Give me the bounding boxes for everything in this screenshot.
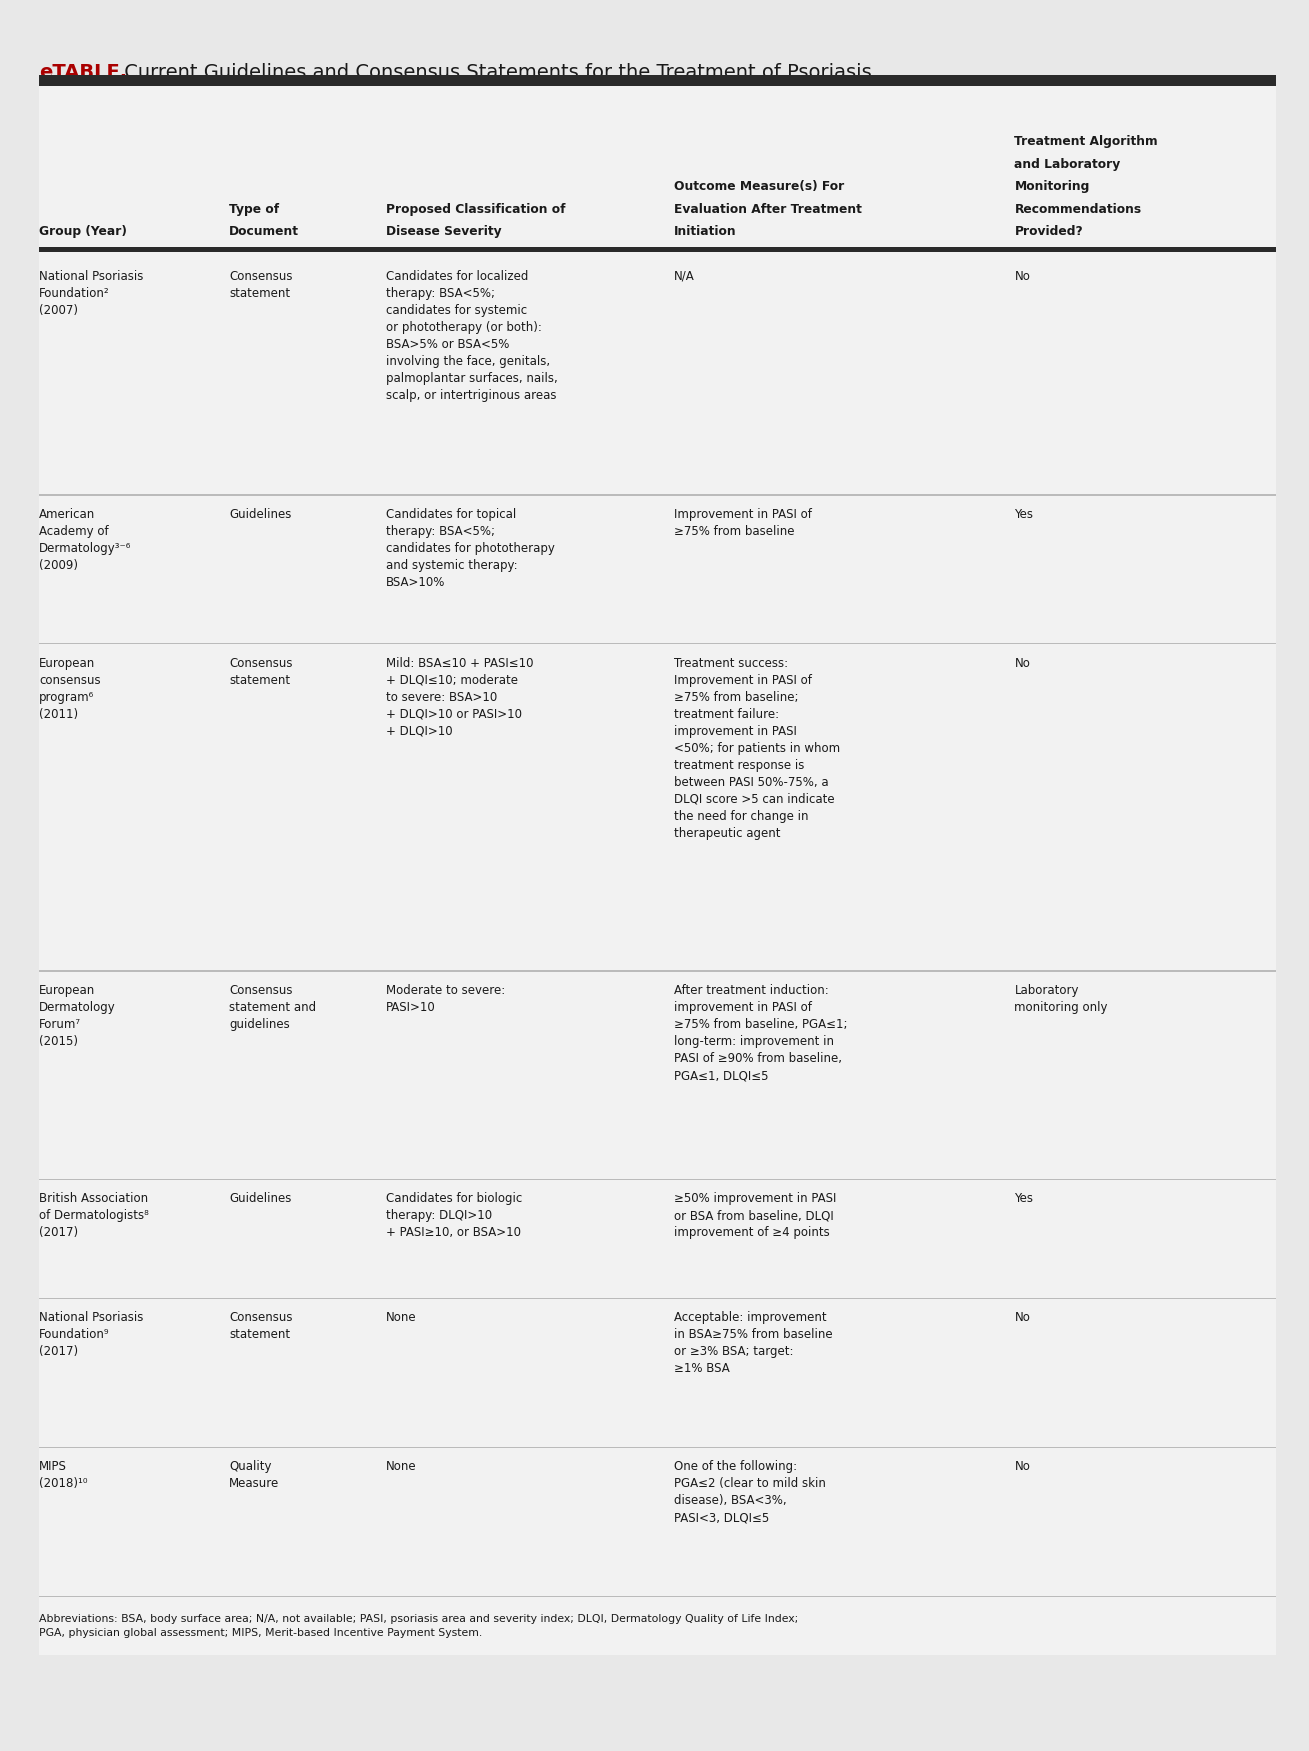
Text: National Psoriasis
Foundation⁹
(2017): National Psoriasis Foundation⁹ (2017): [39, 1311, 144, 1359]
Text: MIPS
(2018)¹⁰: MIPS (2018)¹⁰: [39, 1460, 88, 1490]
Text: Mild: BSA≤10 + PASI≤10
+ DLQI≤10; moderate
to severe: BSA>10
+ DLQI>10 or PASI>1: Mild: BSA≤10 + PASI≤10 + DLQI≤10; modera…: [386, 657, 534, 737]
Text: Disease Severity: Disease Severity: [386, 226, 501, 238]
Text: Treatment Algorithm: Treatment Algorithm: [1014, 135, 1158, 149]
Text: Consensus
statement: Consensus statement: [229, 1311, 293, 1341]
Text: N/A: N/A: [674, 270, 695, 282]
Text: Current Guidelines and Consensus Statements for the Treatment of Psoriasis: Current Guidelines and Consensus Stateme…: [118, 63, 872, 82]
Text: Acceptable: improvement
in BSA≥75% from baseline
or ≥3% BSA; target:
≥1% BSA: Acceptable: improvement in BSA≥75% from …: [674, 1311, 833, 1376]
Text: No: No: [1014, 1311, 1030, 1324]
Text: Initiation: Initiation: [674, 226, 737, 238]
Text: Document: Document: [229, 226, 298, 238]
Text: Candidates for biologic
therapy: DLQI>10
+ PASI≥10, or BSA>10: Candidates for biologic therapy: DLQI>10…: [386, 1192, 522, 1240]
Text: Outcome Measure(s) For: Outcome Measure(s) For: [674, 180, 844, 193]
Text: ≥50% improvement in PASI
or BSA from baseline, DLQI
improvement of ≥4 points: ≥50% improvement in PASI or BSA from bas…: [674, 1192, 836, 1240]
Text: No: No: [1014, 270, 1030, 282]
Bar: [39, 75, 1276, 86]
Bar: [39, 247, 1276, 252]
Text: Recommendations: Recommendations: [1014, 203, 1141, 215]
Text: American
Academy of
Dermatology³⁻⁶
(2009): American Academy of Dermatology³⁻⁶ (2009…: [39, 508, 132, 573]
Text: Improvement in PASI of
≥75% from baseline: Improvement in PASI of ≥75% from baselin…: [674, 508, 812, 538]
Text: Consensus
statement and
guidelines: Consensus statement and guidelines: [229, 984, 317, 1031]
Text: Abbreviations: BSA, body surface area; N/A, not available; PASI, psoriasis area : Abbreviations: BSA, body surface area; N…: [39, 1614, 798, 1637]
Text: After treatment induction:
improvement in PASI of
≥75% from baseline, PGA≤1;
lon: After treatment induction: improvement i…: [674, 984, 848, 1082]
Text: Candidates for localized
therapy: BSA<5%;
candidates for systemic
or phototherap: Candidates for localized therapy: BSA<5%…: [386, 270, 558, 401]
Text: No: No: [1014, 1460, 1030, 1473]
Text: Yes: Yes: [1014, 1192, 1034, 1205]
Text: Provided?: Provided?: [1014, 226, 1083, 238]
Text: and Laboratory: and Laboratory: [1014, 158, 1121, 172]
Text: Candidates for topical
therapy: BSA<5%;
candidates for phototherapy
and systemic: Candidates for topical therapy: BSA<5%; …: [386, 508, 555, 588]
Text: Yes: Yes: [1014, 508, 1034, 520]
Text: None: None: [386, 1311, 416, 1324]
Text: Guidelines: Guidelines: [229, 508, 292, 520]
Text: Moderate to severe:
PASI>10: Moderate to severe: PASI>10: [386, 984, 505, 1014]
Text: Group (Year): Group (Year): [39, 226, 127, 238]
Text: European
Dermatology
Forum⁷
(2015): European Dermatology Forum⁷ (2015): [39, 984, 117, 1049]
Text: Evaluation After Treatment: Evaluation After Treatment: [674, 203, 863, 215]
Text: No: No: [1014, 657, 1030, 669]
Text: Proposed Classification of: Proposed Classification of: [386, 203, 565, 215]
Text: European
consensus
program⁶
(2011): European consensus program⁶ (2011): [39, 657, 101, 721]
Text: eTABLE.: eTABLE.: [39, 63, 127, 82]
Text: One of the following:
PGA≤2 (clear to mild skin
disease), BSA<3%,
PASI<3, DLQI≤5: One of the following: PGA≤2 (clear to mi…: [674, 1460, 826, 1525]
Text: Consensus
statement: Consensus statement: [229, 270, 293, 299]
Text: Guidelines: Guidelines: [229, 1192, 292, 1205]
Text: Consensus
statement: Consensus statement: [229, 657, 293, 686]
Text: Monitoring: Monitoring: [1014, 180, 1090, 193]
Text: National Psoriasis
Foundation²
(2007): National Psoriasis Foundation² (2007): [39, 270, 144, 317]
Text: British Association
of Dermatologists⁸
(2017): British Association of Dermatologists⁸ (…: [39, 1192, 149, 1240]
Text: Quality
Measure: Quality Measure: [229, 1460, 279, 1490]
Text: Type of: Type of: [229, 203, 279, 215]
Text: Laboratory
monitoring only: Laboratory monitoring only: [1014, 984, 1107, 1014]
Text: Treatment success:
Improvement in PASI of
≥75% from baseline;
treatment failure:: Treatment success: Improvement in PASI o…: [674, 657, 840, 840]
Bar: [39, 86, 1276, 1655]
Text: None: None: [386, 1460, 416, 1473]
